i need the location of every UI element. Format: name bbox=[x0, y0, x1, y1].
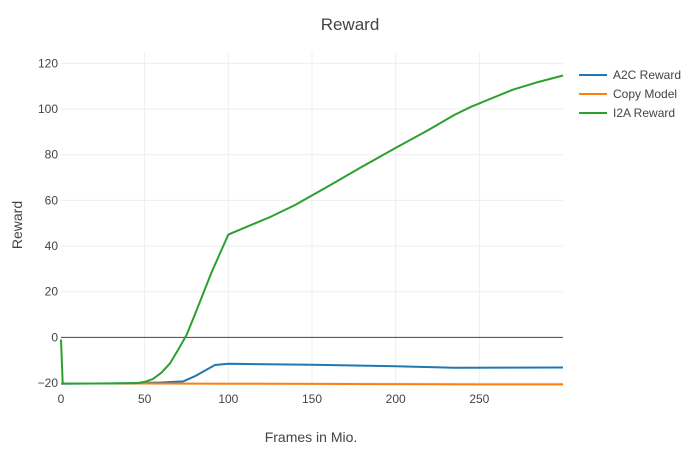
y-tick-label: 20 bbox=[45, 285, 59, 299]
y-tick-label: 120 bbox=[38, 56, 58, 70]
y-tick-label: 0 bbox=[51, 330, 58, 344]
x-tick-label: 150 bbox=[302, 392, 322, 406]
x-tick-label: 250 bbox=[469, 392, 489, 406]
x-tick-label: 0 bbox=[58, 392, 65, 406]
x-tick-label: 200 bbox=[386, 392, 406, 406]
tick-labels: 0 50 100 150 200 250 −20 0 20 40 60 80 100 120 bbox=[38, 56, 490, 406]
y-tick-label: 60 bbox=[45, 193, 59, 207]
y-tick-label: 100 bbox=[38, 102, 58, 116]
legend-label: Copy Model bbox=[613, 87, 677, 101]
y-axis-title: Reward bbox=[9, 201, 25, 249]
gridlines bbox=[61, 52, 563, 384]
series-line-i2a-reward bbox=[60, 74, 564, 385]
legend[interactable]: A2C Reward Copy Model I2A Reward bbox=[579, 68, 681, 120]
y-tick-label: −20 bbox=[38, 376, 59, 390]
legend-item-i2a-reward[interactable]: I2A Reward bbox=[579, 106, 675, 120]
y-tick-label: 40 bbox=[45, 239, 59, 253]
x-tick-label: 50 bbox=[138, 392, 152, 406]
x-axis-title: Frames in Mio. bbox=[265, 429, 358, 445]
chart-title: Reward bbox=[321, 15, 380, 34]
legend-item-a2c-reward[interactable]: A2C Reward bbox=[579, 68, 681, 82]
x-tick-label: 100 bbox=[218, 392, 238, 406]
legend-label: A2C Reward bbox=[613, 68, 681, 82]
series-layer bbox=[60, 74, 564, 386]
legend-item-copy-model[interactable]: Copy Model bbox=[579, 87, 677, 101]
series-line-copy-model bbox=[61, 382, 563, 386]
y-tick-label: 80 bbox=[45, 148, 59, 162]
legend-label: I2A Reward bbox=[613, 106, 675, 120]
